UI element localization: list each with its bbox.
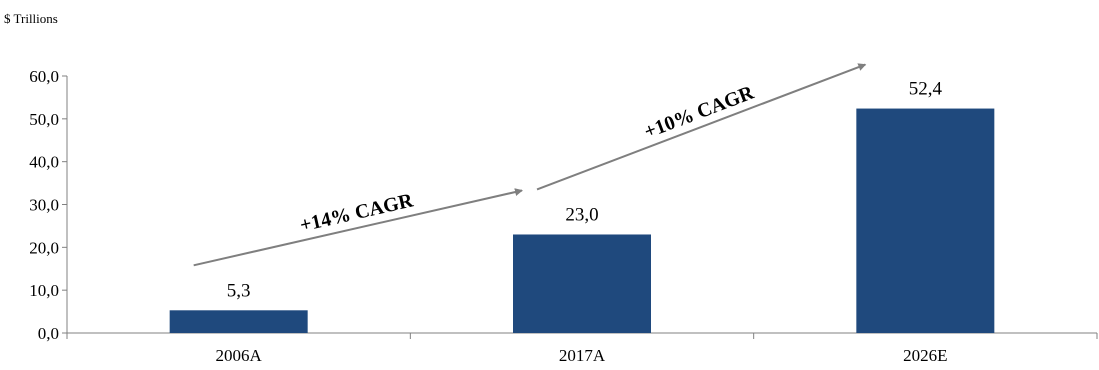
x-axis: 2006A 2017A 2026E: [66, 332, 1098, 365]
cagr-arrow: [536, 63, 867, 191]
cagr-arrow: [193, 188, 523, 267]
cagr-label: +14% CAGR: [298, 189, 416, 236]
bar: [856, 108, 995, 333]
y-tick-label: 40,0: [29, 153, 59, 172]
x-tick-label: 2006A: [216, 346, 263, 365]
y-tick-label: 50,0: [29, 110, 59, 129]
y-tick-label: 10,0: [29, 281, 59, 300]
y-tick-label: 0,0: [38, 324, 59, 343]
bar: [169, 310, 308, 333]
y-tick-label: 30,0: [29, 196, 59, 215]
y-axis: 0,0 10,0 20,0 30,0 40,0 50,0 60,0: [29, 67, 68, 343]
x-tick-label: 2017A: [559, 346, 606, 365]
data-label: 23,0: [565, 204, 598, 225]
data-label: 5,3: [227, 280, 251, 301]
x-tick-label: 2026E: [903, 346, 947, 365]
y-tick-label: 60,0: [29, 67, 59, 86]
unit-label: $ Trillions: [4, 11, 58, 26]
data-label: 52,4: [909, 79, 943, 100]
bars: 5,3 23,0 52,4: [169, 79, 995, 333]
bar: [513, 234, 651, 333]
y-tick-label: 20,0: [29, 238, 59, 257]
